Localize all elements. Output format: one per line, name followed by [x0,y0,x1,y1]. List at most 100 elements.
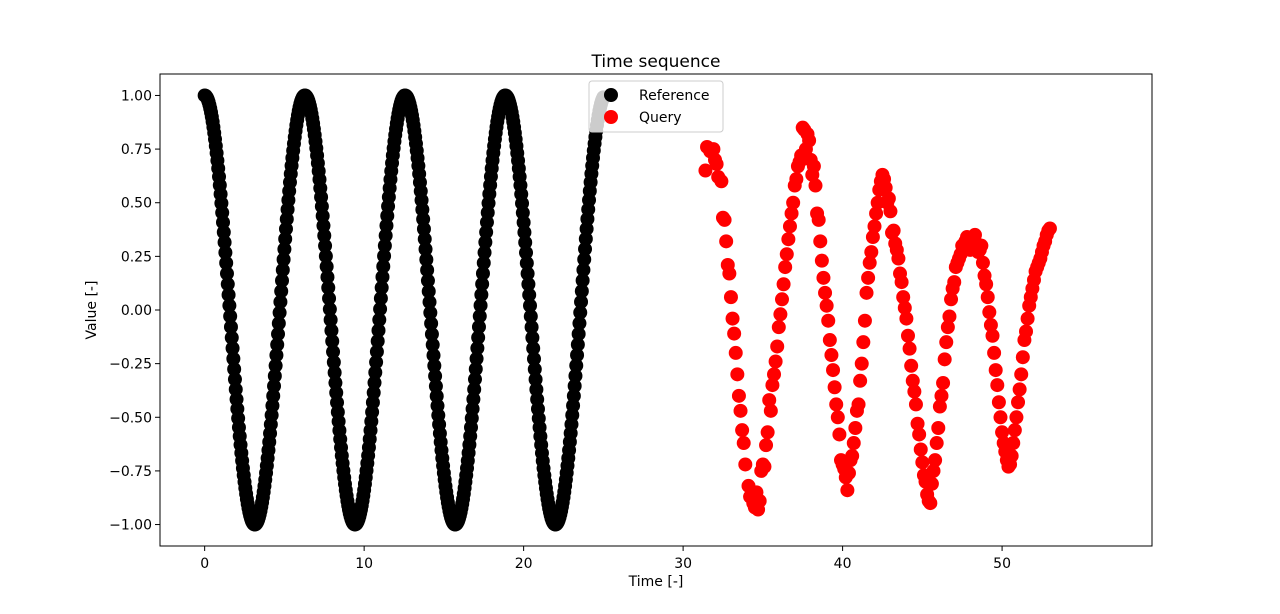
reference-point [419,252,434,267]
query-point [814,253,829,268]
x-tick-label: 10 [355,556,373,572]
reference-point [370,334,385,349]
query-point [802,133,817,148]
reference-point [571,326,586,341]
reference-point [219,266,234,281]
query-point [717,212,732,227]
reference-point [269,348,284,363]
query-point [1009,410,1024,425]
query-point [881,191,896,206]
reference-point [318,249,333,264]
query-point [932,399,947,414]
legend-label-query: Query [639,110,682,126]
query-point [936,375,951,390]
reference-point [424,316,439,331]
reference-point [275,273,290,288]
query-point [904,358,919,373]
query-point [993,410,1008,425]
query-point [846,436,861,451]
query-point [819,298,834,313]
query-point [982,305,997,320]
reference-point [574,284,589,299]
reference-point [328,375,343,390]
query-point [864,245,879,260]
reference-point [218,245,233,260]
reference-point [421,284,436,299]
query-point [1020,311,1035,326]
reference-point [219,256,234,271]
query-point [808,178,823,193]
reference-point [519,256,534,271]
query-point [784,206,799,221]
query-point [848,421,863,435]
reference-point [471,330,486,345]
query-point [774,292,789,307]
query-point [1015,350,1030,365]
query-point [723,290,738,305]
query-point [770,339,785,354]
query-point [942,309,957,324]
reference-point [324,323,339,338]
reference-point [526,341,541,356]
reference-point [524,320,539,335]
query-point [725,311,740,326]
reference-point [577,252,592,267]
reference-point [418,242,433,257]
query-point [913,442,928,457]
query-point [757,459,772,474]
y-tick-label: 0.50 [121,196,152,212]
y-tick-label: 1.00 [121,88,152,104]
reference-point [278,231,293,246]
query-point [865,230,880,245]
legend-marker-reference [604,88,618,102]
reference-point [274,284,289,299]
query-point [782,219,797,234]
reference-point [416,221,431,236]
reference-point [321,280,336,295]
query-point [886,223,901,238]
plot-area [160,74,1152,546]
reference-point [521,277,536,292]
query-point [845,448,860,463]
reference-point [223,319,238,334]
query-point [1004,448,1019,463]
query-point [870,195,885,210]
data-points [197,88,1057,532]
query-point [736,436,751,451]
reference-point [223,309,238,324]
query-point [829,397,844,412]
reference-point [476,255,491,270]
query-point [1014,367,1029,382]
x-tick-label: 20 [515,556,533,572]
reference-point [578,231,593,246]
query-point [789,172,804,187]
reference-point [567,378,582,393]
reference-point [326,344,341,359]
query-point [738,457,753,472]
query-point [974,238,989,253]
reference-point [428,369,443,384]
reference-point [267,379,282,394]
reference-point [528,372,543,387]
legend: Reference Query [588,80,724,133]
reference-point [518,235,533,250]
reference-point [224,330,239,345]
reference-point [574,294,589,309]
reference-point [226,351,241,366]
query-point [905,373,920,388]
query-point [778,260,793,275]
reference-point [217,235,232,250]
reference-point [316,218,331,233]
query-point [854,356,869,371]
reference-point [366,385,381,400]
query-point [894,275,909,290]
query-point [824,348,839,363]
y-tick-label: 0.00 [121,303,152,319]
query-point [944,292,959,307]
reference-point [220,277,235,292]
query-point [861,270,876,285]
reference-point [526,351,541,366]
query-point [851,397,866,412]
reference-point [473,298,488,313]
reference-point [569,358,584,373]
